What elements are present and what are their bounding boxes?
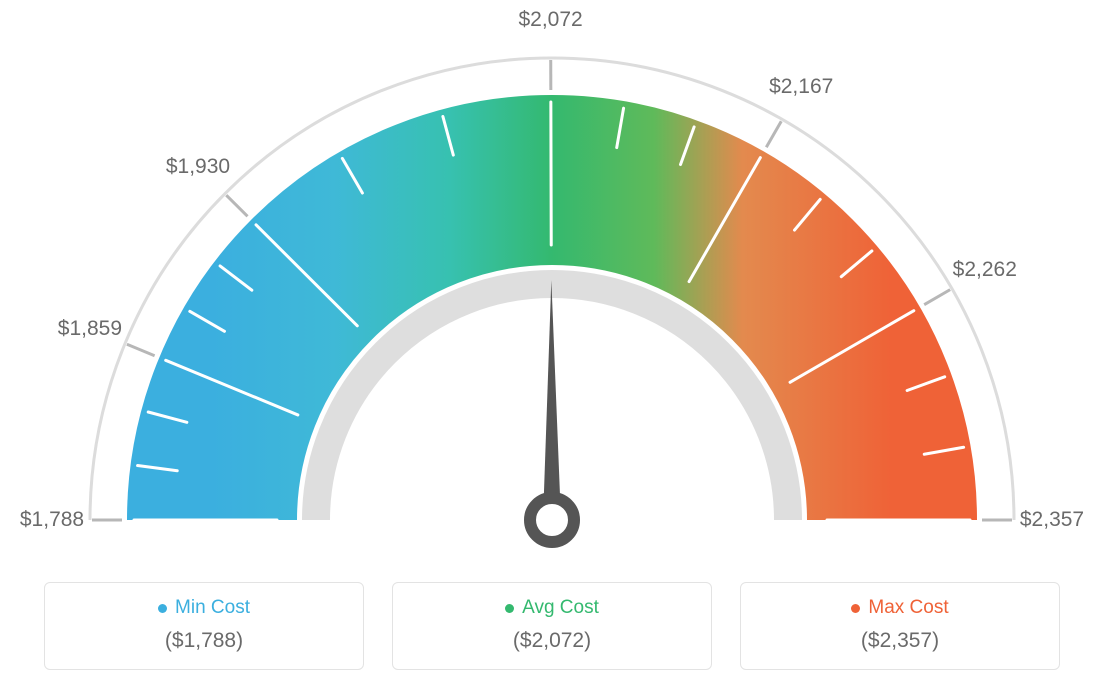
gauge-tick-label: $1,788 (20, 508, 84, 532)
legend-title-text: Max Cost (868, 597, 948, 619)
cost-gauge-widget: $1,788 $1,859 $1,930 $2,072 $2,167 $2,262 $2,3… (0, 0, 1104, 690)
gauge-chart (0, 0, 1104, 560)
legend-value-max: ($2,357) (757, 629, 1043, 653)
gauge-tick-label: $1,930 (166, 155, 230, 179)
gauge-area: $1,788 $1,859 $1,930 $2,072 $2,167 $2,262 $2,3… (0, 0, 1104, 560)
dot-icon (505, 604, 514, 613)
legend-title-text: Avg Cost (522, 597, 599, 619)
gauge-tick-label: $2,167 (769, 75, 833, 99)
legend-title-text: Min Cost (175, 597, 250, 619)
legend-title-min: Min Cost (158, 597, 250, 619)
legend-value-min: ($1,788) (61, 629, 347, 653)
legend-card-avg: Avg Cost ($2,072) (392, 582, 712, 670)
legend-value-avg: ($2,072) (409, 629, 695, 653)
legend-title-max: Max Cost (851, 597, 948, 619)
legend-card-min: Min Cost ($1,788) (44, 582, 364, 670)
legend-title-avg: Avg Cost (505, 597, 599, 619)
legend-card-max: Max Cost ($2,357) (740, 582, 1060, 670)
gauge-tick-label: $2,262 (953, 258, 1017, 282)
gauge-tick-label: $2,072 (518, 8, 582, 32)
dot-icon (158, 604, 167, 613)
legend-row: Min Cost ($1,788) Avg Cost ($2,072) Max … (0, 582, 1104, 670)
gauge-tick-label: $2,357 (1020, 508, 1084, 532)
gauge-tick-label: $1,859 (58, 317, 122, 341)
dot-icon (851, 604, 860, 613)
